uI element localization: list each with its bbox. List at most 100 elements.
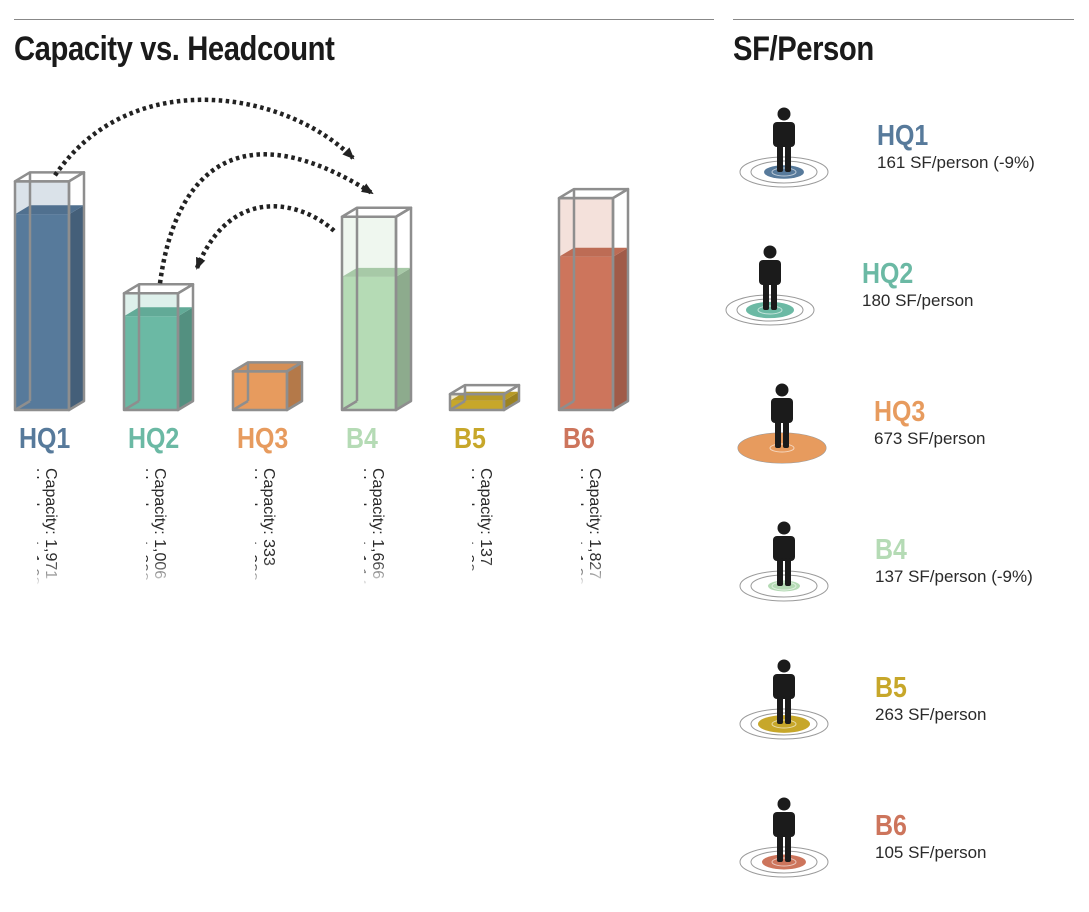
box-b5-side bbox=[502, 383, 521, 412]
person-torso bbox=[773, 536, 795, 561]
person-icon bbox=[759, 245, 781, 310]
ring-middle bbox=[736, 298, 804, 322]
bar-hq1 bbox=[13, 171, 86, 412]
box-b6-side bbox=[611, 187, 630, 412]
bar-b5-headcount-side bbox=[504, 391, 519, 410]
box-hq3-side bbox=[285, 361, 304, 412]
sf-row-hq3: HQ3 673 SF/person bbox=[720, 376, 1080, 496]
sf-row-b5: B5 263 SF/person bbox=[720, 652, 1080, 772]
person-left-leg bbox=[775, 420, 781, 448]
ring-middle bbox=[750, 850, 818, 874]
bar-hq3-headcount-top bbox=[233, 362, 302, 372]
bar-b4 bbox=[340, 206, 413, 412]
sf-value: 105 SF/person bbox=[875, 843, 987, 862]
sf-building-name: B6 bbox=[875, 810, 907, 842]
person-right-leg bbox=[785, 144, 791, 172]
label-fade bbox=[255, 560, 277, 586]
person-right-leg bbox=[771, 282, 777, 310]
bar-hq2-headcount-top bbox=[124, 307, 193, 317]
box-hq3-base-edge bbox=[232, 399, 249, 412]
box-b6-base-edge bbox=[558, 399, 575, 412]
person-icon bbox=[771, 383, 793, 448]
box-hq1-base-edge bbox=[14, 399, 31, 412]
bar-b6 bbox=[557, 187, 630, 412]
sf-disk-hq3 bbox=[738, 433, 826, 463]
person-right-leg bbox=[785, 558, 791, 586]
ring-outer bbox=[739, 846, 829, 878]
person-head bbox=[777, 521, 791, 535]
person-right-leg bbox=[785, 696, 791, 724]
ring-outer bbox=[725, 294, 815, 326]
bar-b4-headcount bbox=[342, 276, 396, 410]
person-icon bbox=[773, 107, 795, 172]
person-target-b4 bbox=[739, 521, 829, 602]
box-hq2-side bbox=[176, 283, 195, 412]
bar-hq2 bbox=[122, 283, 195, 412]
ring-middle bbox=[750, 574, 818, 598]
bar-hq1-headcount bbox=[15, 214, 69, 410]
box-b4-side bbox=[394, 206, 413, 412]
bar-hq3-headcount-side bbox=[287, 362, 302, 410]
sf-building-name: HQ3 bbox=[874, 396, 926, 428]
box-hq1-side bbox=[67, 171, 86, 412]
relocation-arrow-hq2-to-b4 bbox=[157, 152, 374, 284]
box-b4-base-edge bbox=[341, 399, 358, 412]
capacity-label: Capacity: 333 bbox=[260, 468, 277, 566]
person-torso bbox=[771, 398, 793, 423]
bar-hq2-headcount-side bbox=[178, 307, 193, 410]
bar-b6-headcount-side bbox=[613, 247, 628, 410]
person-target-b5 bbox=[739, 659, 829, 740]
bar-hq1-headcount-top bbox=[15, 205, 84, 215]
person-target-b6 bbox=[739, 797, 829, 878]
sf-disk-hq1 bbox=[764, 165, 804, 179]
person-left-leg bbox=[763, 282, 769, 310]
bar-b4-headcount-side bbox=[396, 267, 411, 410]
ring-outer bbox=[739, 708, 829, 740]
sf-building-name: HQ2 bbox=[862, 258, 914, 290]
person-head bbox=[763, 245, 777, 259]
ring-inner bbox=[771, 581, 797, 591]
sf-disk-b6 bbox=[762, 854, 806, 870]
label-fade bbox=[364, 560, 386, 586]
ring-outer bbox=[739, 570, 829, 602]
headcount-label: Headcount: 80 bbox=[472, 468, 476, 572]
sf-row-b4: B4 137 SF/person (-9%) bbox=[720, 514, 1080, 634]
person-target-hq2 bbox=[725, 245, 815, 326]
bar-hq2-headcount bbox=[124, 316, 178, 410]
ring-outer bbox=[739, 156, 829, 188]
person-left-leg bbox=[777, 696, 783, 724]
person-head bbox=[777, 107, 791, 121]
bar-label-b6: B6 bbox=[563, 423, 595, 455]
person-torso bbox=[773, 812, 795, 837]
bar-hq1-headcount-side bbox=[69, 205, 84, 410]
box-b5-base-edge bbox=[449, 399, 466, 412]
sf-value: 161 SF/person (-9%) bbox=[877, 153, 1035, 172]
person-left-leg bbox=[777, 558, 783, 586]
bar-b6-headcount bbox=[559, 256, 613, 410]
bar-b4-headcount-top bbox=[342, 267, 411, 277]
person-head bbox=[777, 659, 791, 673]
sf-disk-b5 bbox=[758, 715, 810, 733]
person-right-leg bbox=[785, 834, 791, 862]
person-right-leg bbox=[783, 420, 789, 448]
sf-row-hq2: HQ2 180 SF/person bbox=[720, 238, 1080, 358]
sf-row-hq1: HQ1 161 SF/person (-9%) bbox=[720, 100, 1080, 220]
ring-inner bbox=[769, 443, 795, 453]
person-torso bbox=[773, 674, 795, 699]
ring-inner bbox=[771, 857, 797, 867]
sf-building-name: B5 bbox=[875, 672, 907, 704]
sf-value: 137 SF/person (-9%) bbox=[875, 567, 1033, 586]
person-icon bbox=[773, 521, 795, 586]
person-head bbox=[777, 797, 791, 811]
capacity-headcount-chart bbox=[13, 97, 630, 412]
right-top-rule bbox=[733, 19, 1074, 20]
sf-value: 263 SF/person bbox=[875, 705, 987, 724]
person-left-leg bbox=[777, 834, 783, 862]
person-head bbox=[775, 383, 789, 397]
ring-inner bbox=[757, 305, 783, 315]
